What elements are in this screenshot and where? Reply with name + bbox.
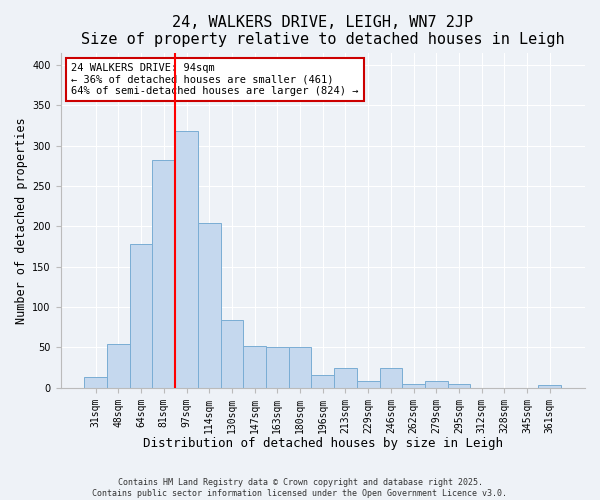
Bar bbox=[107, 344, 130, 388]
Y-axis label: Number of detached properties: Number of detached properties bbox=[15, 117, 28, 324]
Bar bbox=[289, 348, 311, 388]
Bar bbox=[266, 348, 289, 388]
Bar bbox=[448, 384, 470, 388]
Bar bbox=[221, 320, 243, 388]
X-axis label: Distribution of detached houses by size in Leigh: Distribution of detached houses by size … bbox=[143, 437, 503, 450]
Bar bbox=[380, 368, 402, 388]
Text: Contains HM Land Registry data © Crown copyright and database right 2025.
Contai: Contains HM Land Registry data © Crown c… bbox=[92, 478, 508, 498]
Bar bbox=[152, 160, 175, 388]
Bar bbox=[243, 346, 266, 388]
Bar bbox=[85, 378, 107, 388]
Title: 24, WALKERS DRIVE, LEIGH, WN7 2JP
Size of property relative to detached houses i: 24, WALKERS DRIVE, LEIGH, WN7 2JP Size o… bbox=[81, 15, 565, 48]
Bar bbox=[538, 384, 561, 388]
Bar bbox=[402, 384, 425, 388]
Bar bbox=[425, 380, 448, 388]
Text: 24 WALKERS DRIVE: 94sqm
← 36% of detached houses are smaller (461)
64% of semi-d: 24 WALKERS DRIVE: 94sqm ← 36% of detache… bbox=[71, 63, 359, 96]
Bar bbox=[357, 382, 380, 388]
Bar bbox=[175, 131, 198, 388]
Bar bbox=[334, 368, 357, 388]
Bar bbox=[130, 244, 152, 388]
Bar bbox=[311, 375, 334, 388]
Bar bbox=[198, 223, 221, 388]
